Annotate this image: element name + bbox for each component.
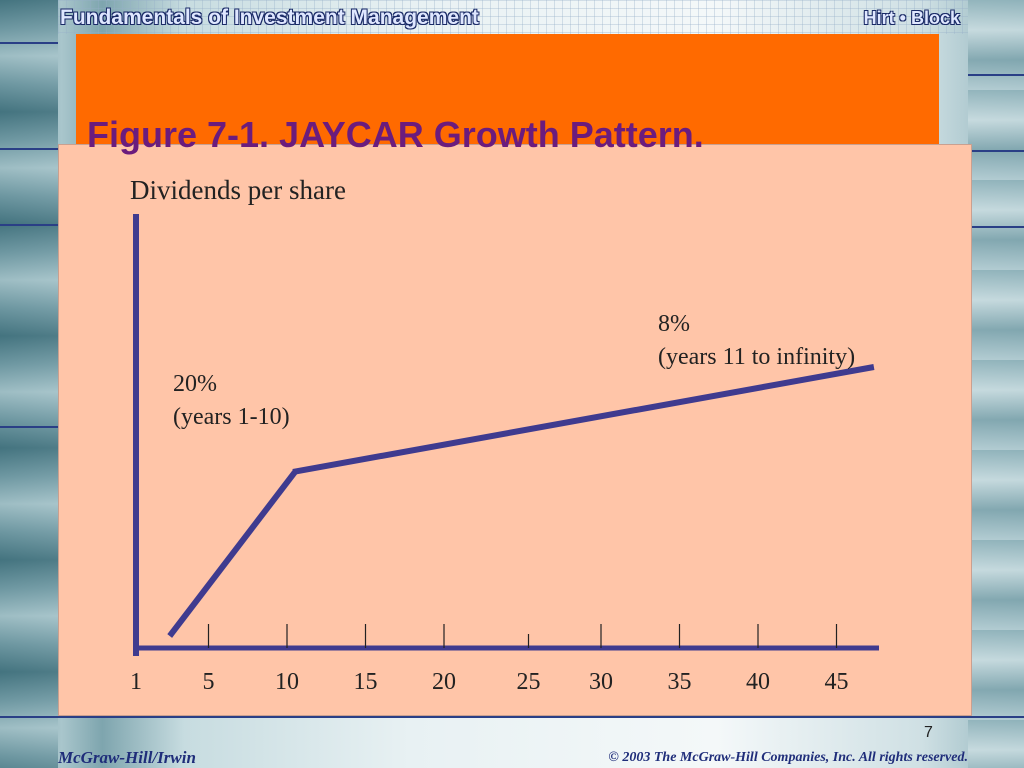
header-grid-pattern bbox=[58, 0, 968, 34]
x-tick-label: 45 bbox=[825, 669, 849, 695]
background-right-strip bbox=[968, 0, 1024, 768]
decor-rule bbox=[968, 226, 1024, 228]
growth-rate-annotation: 8% bbox=[658, 311, 690, 337]
growth-rate-annotation: 20% bbox=[173, 371, 217, 397]
x-tick-label: 10 bbox=[275, 669, 299, 695]
copyright-notice: © 2003 The McGraw-Hill Companies, Inc. A… bbox=[608, 750, 968, 765]
background-left-strip bbox=[0, 0, 58, 768]
x-tick-label: 25 bbox=[517, 669, 541, 695]
x-tick-label: 30 bbox=[589, 669, 613, 695]
authors-label: Hirt • Block bbox=[863, 8, 960, 28]
growth-rate-annotation: (years 1-10) bbox=[173, 404, 290, 430]
publisher-label: McGraw-Hill/Irwin bbox=[58, 748, 196, 767]
title-banner bbox=[76, 34, 939, 162]
x-tick-label: 5 bbox=[203, 669, 215, 695]
series-segment bbox=[292, 364, 875, 475]
page-number: 7 bbox=[924, 724, 933, 741]
series-segment bbox=[167, 470, 298, 638]
x-tick-label: 1 bbox=[130, 669, 142, 695]
growth-rate-annotation: (years 11 to infinity) bbox=[658, 344, 855, 370]
course-title: Fundamentals of Investment Management bbox=[60, 6, 479, 29]
decor-rule bbox=[0, 42, 58, 44]
decor-rule bbox=[0, 224, 58, 226]
decor-rule bbox=[968, 74, 1024, 76]
figure-title: Figure 7-1. JAYCAR Growth Pattern. bbox=[87, 114, 704, 155]
x-tick-label: 15 bbox=[354, 669, 378, 695]
decor-rule bbox=[0, 426, 58, 428]
x-tick-label: 20 bbox=[432, 669, 456, 695]
y-axis-label: Dividends per share bbox=[130, 175, 346, 205]
decor-rule bbox=[0, 148, 58, 150]
x-tick-label: 40 bbox=[746, 669, 770, 695]
decor-rule bbox=[968, 150, 1024, 152]
footer-rule bbox=[0, 716, 1024, 718]
x-tick-label: 35 bbox=[668, 669, 692, 695]
